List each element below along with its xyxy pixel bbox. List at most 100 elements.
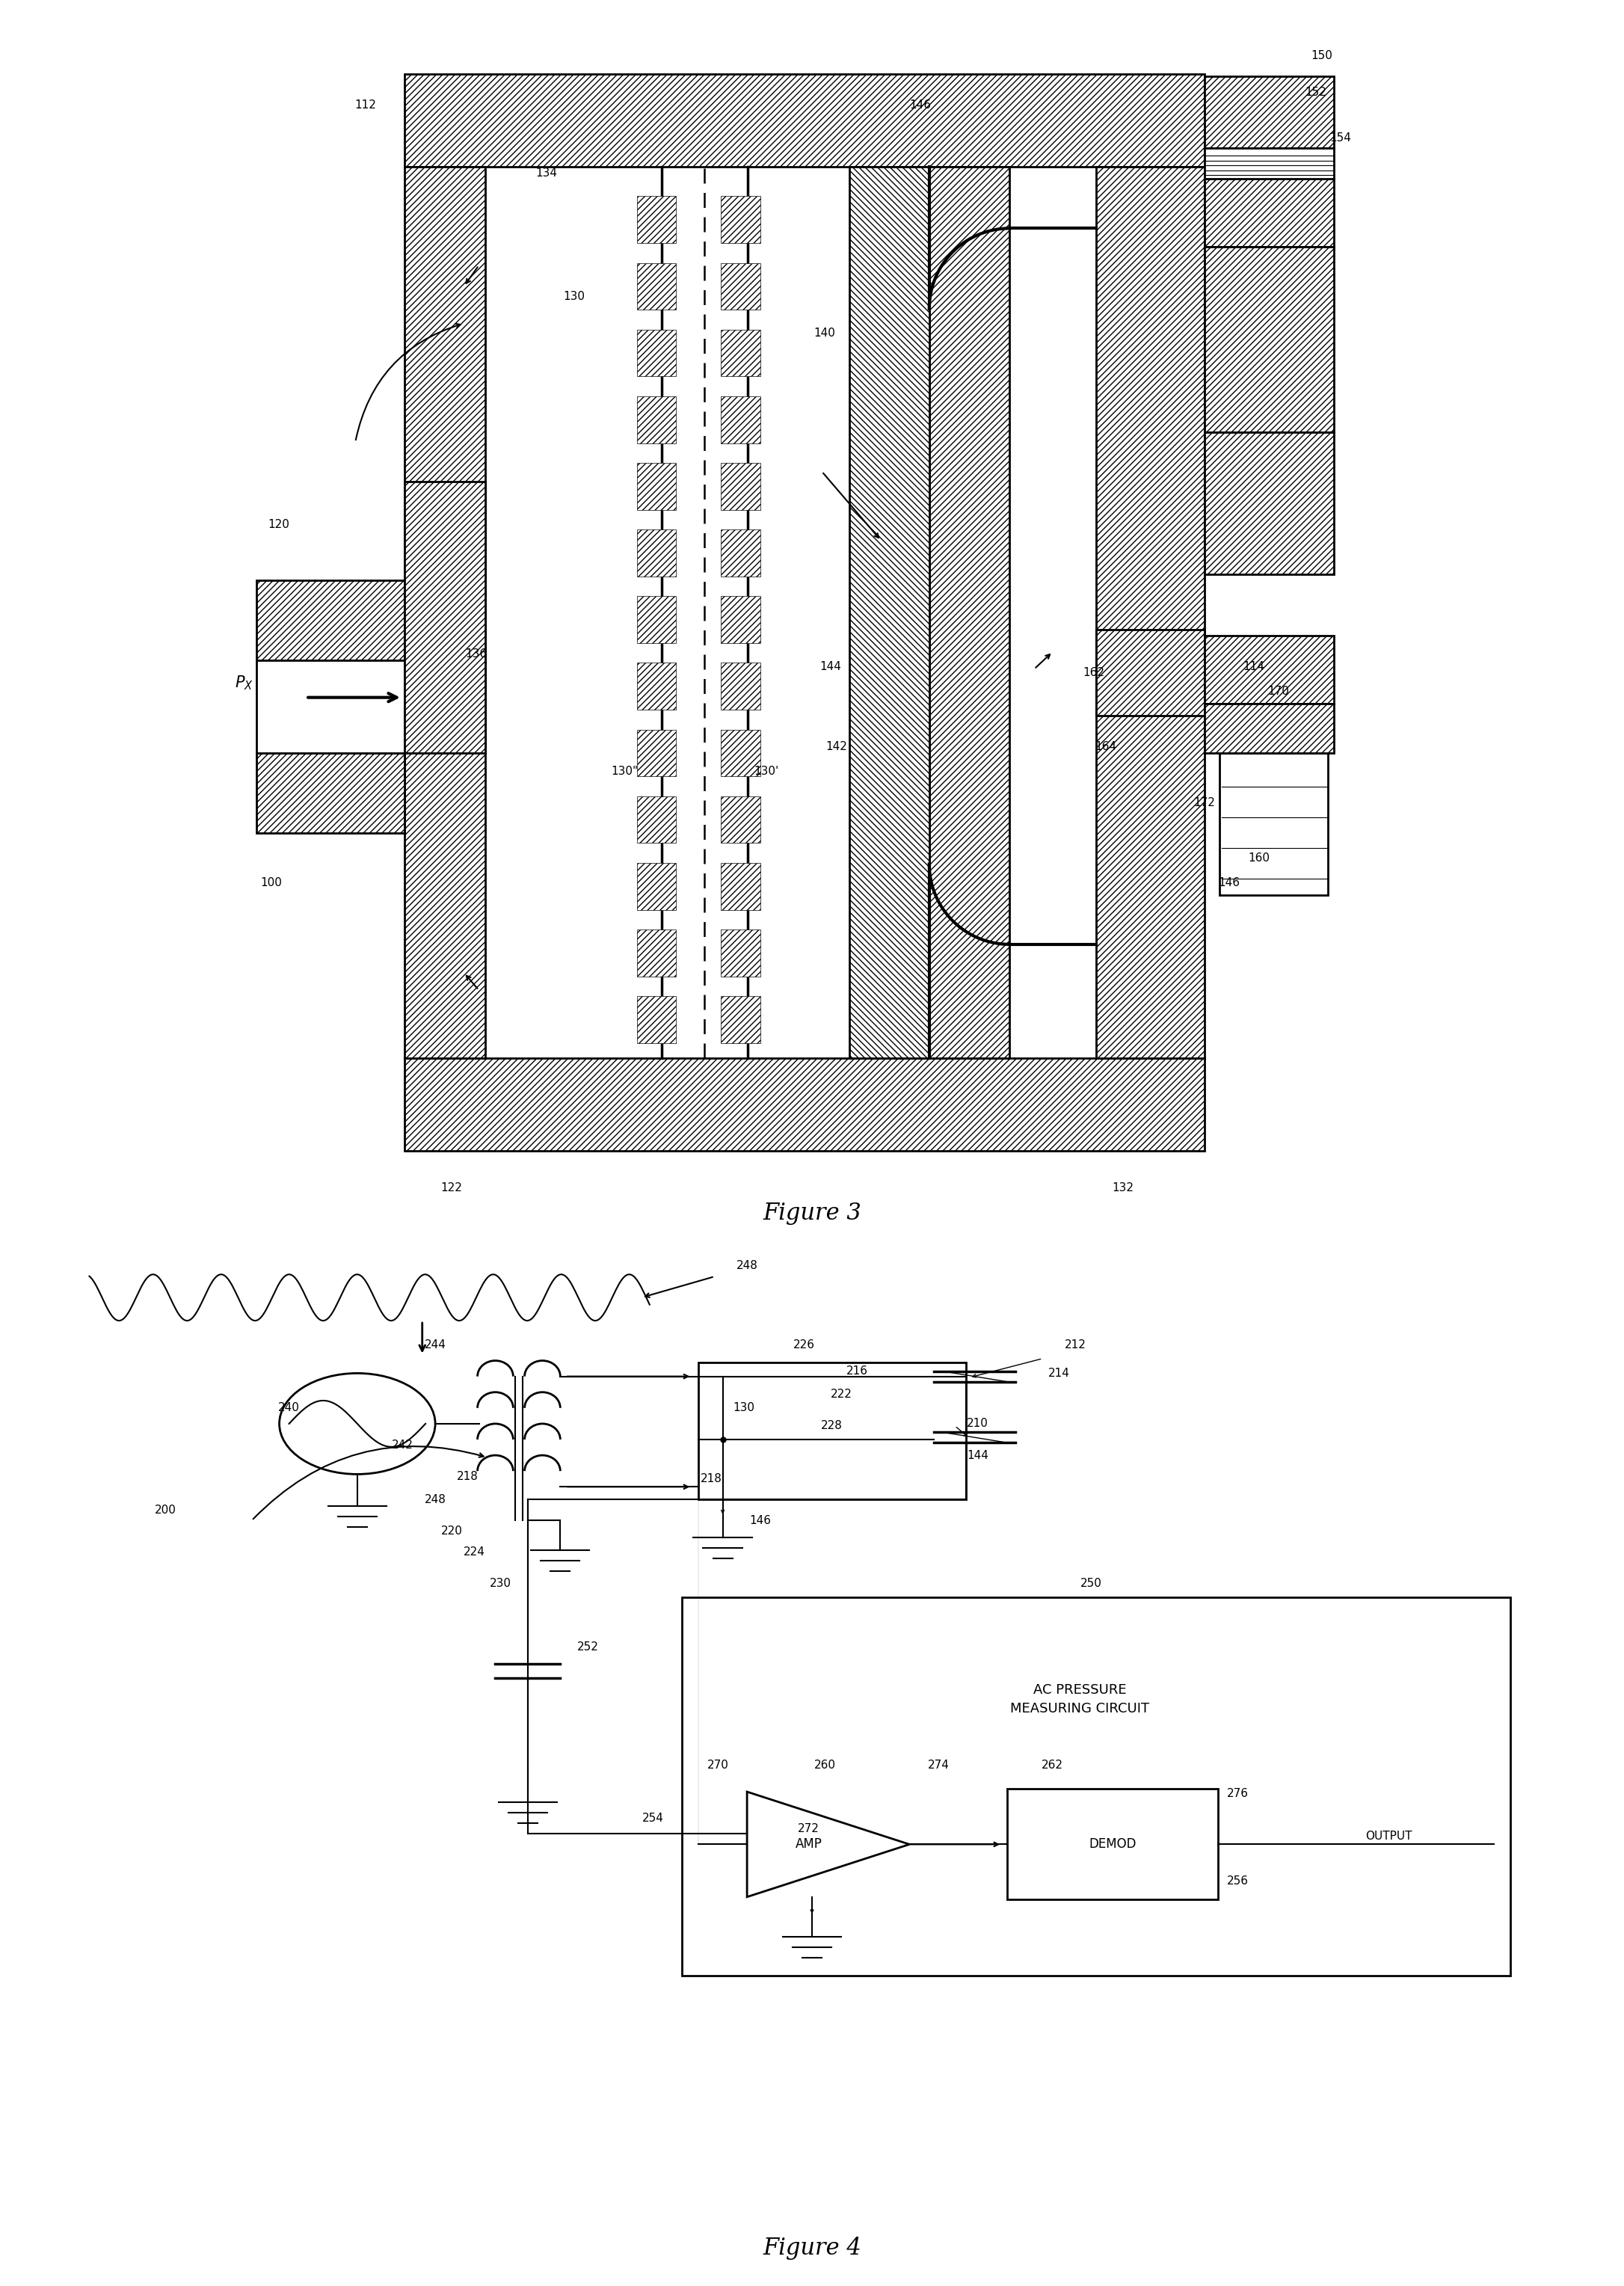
Text: OUTPUT: OUTPUT (1366, 1831, 1411, 1843)
Text: AC PRESSURE
MEASURING CIRCUIT: AC PRESSURE MEASURING CIRCUIT (1010, 1682, 1150, 1714)
Text: 154: 154 (1330, 133, 1351, 144)
Text: 162: 162 (1083, 668, 1104, 679)
Bar (682, 1598, 1510, 1975)
Text: 144: 144 (820, 661, 841, 672)
Text: $P_X$: $P_X$ (235, 674, 253, 690)
Text: 248: 248 (424, 1493, 447, 1504)
Text: 200: 200 (154, 1504, 177, 1516)
Text: 226: 226 (793, 1340, 815, 1351)
Bar (637, 329, 676, 377)
Text: 160: 160 (1247, 853, 1270, 864)
Text: 142: 142 (827, 741, 848, 752)
Text: Figure 3: Figure 3 (763, 1202, 861, 1225)
Bar (721, 395, 760, 443)
Text: 276: 276 (1226, 1788, 1249, 1799)
Bar (257, 752, 404, 832)
Text: 240: 240 (278, 1401, 300, 1413)
Text: 112: 112 (354, 98, 377, 110)
Text: 130: 130 (732, 1401, 755, 1413)
Text: 248: 248 (736, 1260, 758, 1271)
Bar (1205, 149, 1333, 178)
Text: 146: 146 (749, 1516, 771, 1527)
Text: 216: 216 (846, 1365, 869, 1376)
Text: 228: 228 (820, 1420, 843, 1431)
Bar (637, 395, 676, 443)
Bar (721, 729, 760, 777)
Text: 210: 210 (966, 1417, 989, 1429)
Text: AMP: AMP (796, 1838, 822, 1852)
Bar (698, 1362, 966, 1500)
Text: 172: 172 (1194, 798, 1215, 807)
Bar (721, 862, 760, 910)
Text: 164: 164 (1095, 741, 1117, 752)
Bar (721, 530, 760, 576)
Text: 144: 144 (966, 1449, 989, 1461)
Text: 152: 152 (1304, 87, 1327, 98)
Bar (404, 1058, 1205, 1150)
Text: 130": 130" (611, 766, 638, 777)
Text: Figure 4: Figure 4 (763, 2236, 861, 2259)
Bar (637, 997, 676, 1042)
Bar (1096, 167, 1205, 1058)
Bar (1205, 704, 1333, 752)
Text: 270: 270 (706, 1760, 729, 1772)
Bar (637, 597, 676, 642)
Text: 146: 146 (1218, 878, 1241, 889)
Bar (637, 462, 676, 510)
Text: 254: 254 (641, 1813, 664, 1824)
Bar (257, 581, 404, 661)
Bar (721, 663, 760, 709)
Text: 214: 214 (1047, 1367, 1070, 1378)
Bar (1096, 629, 1205, 716)
Text: 212: 212 (1064, 1340, 1086, 1351)
Bar (1205, 432, 1333, 574)
Bar (1205, 178, 1333, 247)
Bar (721, 997, 760, 1042)
Text: 220: 220 (440, 1525, 463, 1536)
Text: 230: 230 (489, 1577, 512, 1589)
Text: 218: 218 (456, 1470, 479, 1481)
Text: 136: 136 (466, 649, 487, 661)
Text: 150: 150 (1311, 50, 1333, 62)
Bar (1007, 1788, 1218, 1900)
Bar (721, 597, 760, 642)
Text: 274: 274 (927, 1760, 950, 1772)
Text: DEMOD: DEMOD (1088, 1838, 1137, 1852)
Bar (637, 930, 676, 976)
Text: 122: 122 (440, 1182, 463, 1193)
Bar (637, 796, 676, 844)
Bar (849, 167, 929, 1058)
Text: 252: 252 (577, 1641, 599, 1653)
Bar (404, 482, 486, 752)
Bar (257, 661, 404, 752)
Bar (721, 462, 760, 510)
Text: 146: 146 (909, 98, 932, 110)
Bar (721, 263, 760, 311)
Text: 100: 100 (260, 878, 283, 889)
Text: 262: 262 (1041, 1760, 1064, 1772)
Text: 130: 130 (564, 290, 585, 302)
Bar (1220, 752, 1328, 894)
Bar (721, 329, 760, 377)
Text: 140: 140 (814, 327, 835, 338)
Text: 222: 222 (830, 1388, 853, 1399)
Text: 134: 134 (536, 167, 557, 178)
Text: 132: 132 (1112, 1182, 1134, 1193)
Text: 260: 260 (814, 1760, 836, 1772)
Bar (404, 73, 1205, 167)
Bar (637, 197, 676, 242)
Bar (1205, 75, 1333, 149)
Bar (721, 930, 760, 976)
Text: 130': 130' (754, 766, 780, 777)
Bar (637, 663, 676, 709)
Text: 272: 272 (797, 1822, 820, 1833)
Bar (637, 530, 676, 576)
Text: 244: 244 (424, 1340, 447, 1351)
Text: 170: 170 (1268, 686, 1289, 697)
Bar (1205, 636, 1333, 704)
Bar (637, 862, 676, 910)
Text: 114: 114 (1242, 661, 1265, 672)
Bar (1205, 247, 1333, 432)
Bar (404, 167, 486, 1058)
Text: 120: 120 (268, 519, 289, 530)
